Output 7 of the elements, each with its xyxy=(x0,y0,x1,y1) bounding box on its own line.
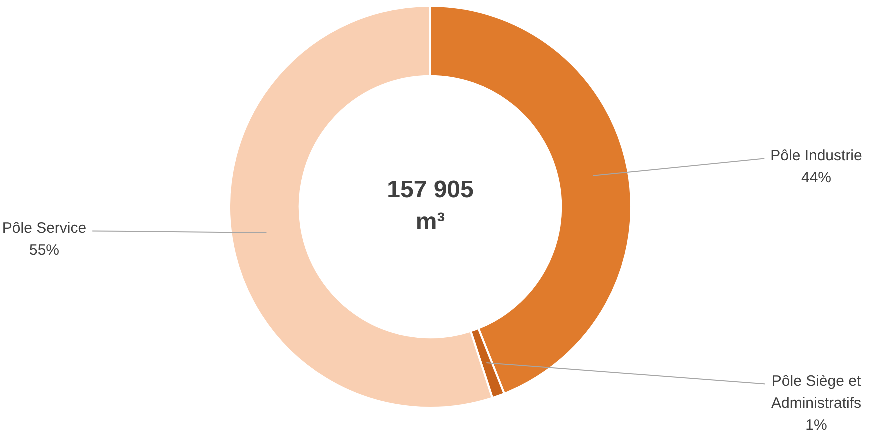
text: 157 905 m³ xyxy=(387,176,474,236)
slice-label: Pôle Service xyxy=(2,220,87,238)
data-label: 44% xyxy=(801,170,832,187)
slice-label: Pôle Siège et Administratifs xyxy=(771,373,862,412)
data-label: 55% xyxy=(29,242,60,260)
data-label: 1% xyxy=(806,417,828,434)
slice-label: Pôle Industrie xyxy=(770,148,862,165)
